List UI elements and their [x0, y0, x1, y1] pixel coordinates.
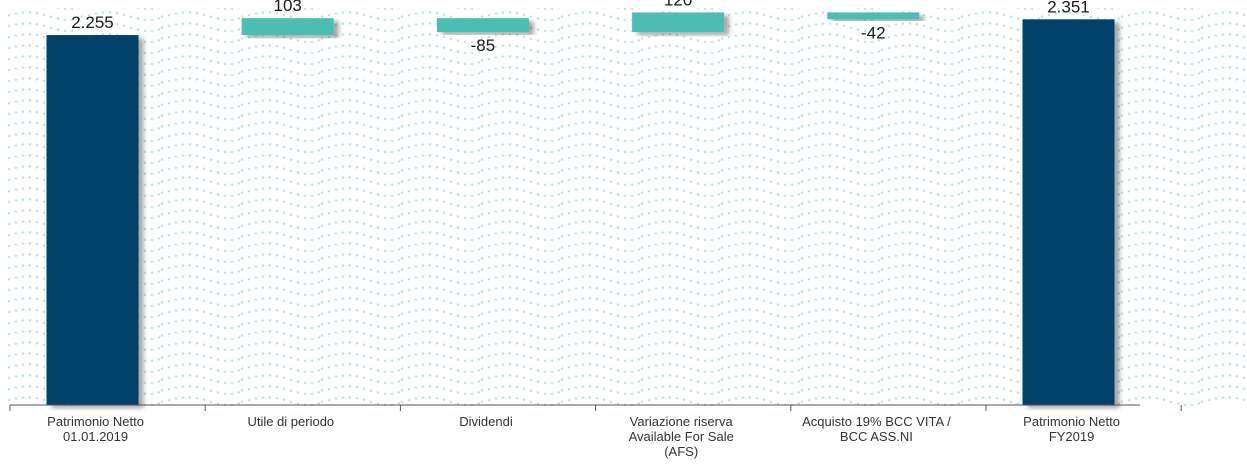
bar-1 [241, 18, 334, 36]
category-label-4: Acquisto 19% BCC VITA / BCC ASS.NI [802, 414, 951, 444]
value-label-2: -85 [471, 36, 496, 55]
category-label-5: Patrimonio Netto FY2019 [1023, 414, 1120, 444]
category-label-line: Acquisto 19% BCC VITA / [802, 414, 951, 429]
bar-2 [436, 18, 529, 33]
value-labels-group: 2.255 103 -85 120 -42 2.351 [71, 0, 1090, 55]
category-label-line: Utile di periodo [247, 414, 334, 429]
category-label-1: Utile di periodo [247, 414, 334, 429]
category-label-line: Variazione riserva [630, 414, 734, 429]
value-label-0: 2.255 [71, 13, 114, 32]
category-label-line: BCC ASS.NI [840, 429, 913, 444]
value-label-3: 120 [664, 0, 692, 9]
category-label-0: Patrimonio Netto 01.01.2019 [47, 414, 144, 444]
category-label-3: Variazione riserva Available For Sale (AFS… [629, 414, 734, 459]
category-label-line: FY2019 [1049, 429, 1095, 444]
bar-5 [1022, 19, 1115, 405]
value-label-5: 2.351 [1047, 0, 1090, 16]
category-label-line: Dividendi [459, 414, 513, 429]
value-label-4: -42 [861, 23, 886, 42]
category-label-line: 01.01.2019 [63, 429, 128, 444]
bar-0 [46, 35, 139, 406]
bars-group [46, 12, 1115, 406]
category-label-2: Dividendi [459, 414, 513, 429]
category-label-line: (AFS) [664, 444, 698, 459]
value-label-1: 103 [274, 0, 302, 15]
bar-3 [632, 12, 725, 33]
category-label-line: Available For Sale [629, 429, 734, 444]
bar-4 [827, 12, 920, 20]
category-label-line: Patrimonio Netto [47, 414, 144, 429]
category-label-line: Patrimonio Netto [1023, 414, 1120, 429]
x-axis-ticks-group [9, 405, 1182, 411]
